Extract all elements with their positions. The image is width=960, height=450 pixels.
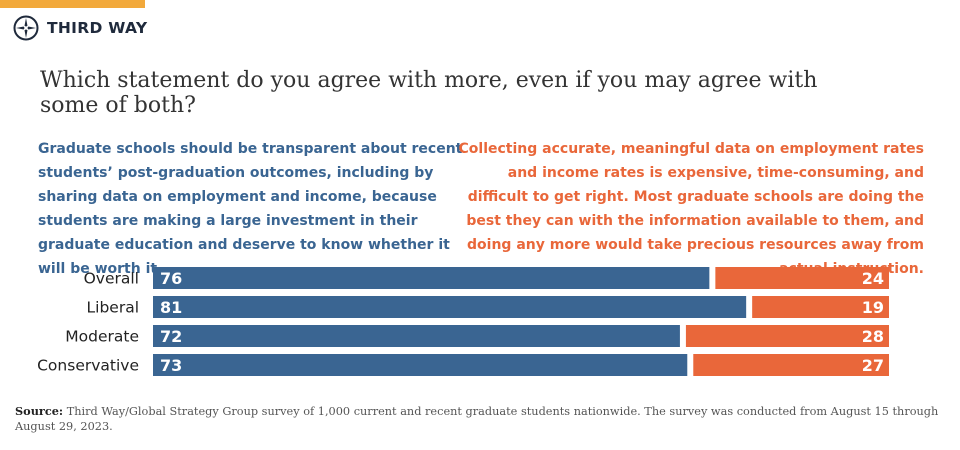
- value-label-transparency-moderate: 72: [160, 327, 182, 346]
- value-label-transparency-conservative: 73: [160, 356, 182, 375]
- value-label-cost-liberal: 19: [862, 298, 884, 317]
- bar-transparency-conservative: [153, 354, 688, 376]
- bar-cost-liberal: [752, 296, 889, 318]
- bar-transparency-liberal: [153, 296, 747, 318]
- source-note: Source: Third Way/Global Strategy Group …: [15, 404, 950, 434]
- value-label-cost-overall: 24: [862, 269, 884, 288]
- accent-bar: [0, 0, 145, 8]
- bar-cost-conservative: [693, 354, 889, 376]
- compass-star-icon: [13, 15, 39, 41]
- source-label: Source:: [15, 404, 64, 418]
- bar-transparency-overall: [153, 267, 710, 289]
- brand-name: THIRD WAY: [47, 19, 148, 37]
- statement-transparency: Graduate schools should be transparent a…: [38, 141, 463, 277]
- statement-cost: Collecting accurate, meaningful data on …: [458, 141, 924, 277]
- value-label-transparency-overall: 76: [160, 269, 182, 288]
- bar-cost-overall: [715, 267, 889, 289]
- value-label-cost-moderate: 28: [862, 327, 884, 346]
- source-text: Third Way/Global Strategy Group survey o…: [15, 405, 939, 433]
- category-label-overall: Overall: [84, 270, 139, 288]
- category-label-liberal: Liberal: [87, 299, 140, 317]
- bar-cost-moderate: [685, 325, 889, 347]
- bar-transparency-moderate: [153, 325, 680, 347]
- category-label-moderate: Moderate: [65, 328, 139, 346]
- category-label-conservative: Conservative: [37, 357, 139, 375]
- diverging-bar-chart: Overall 76 24 Liberal 81 19 Moderate 72 28 Conser…: [37, 267, 889, 376]
- value-label-cost-conservative: 27: [862, 356, 884, 375]
- chart-question: Which statement do you agree with more, …: [40, 68, 818, 118]
- value-label-transparency-liberal: 81: [160, 298, 182, 317]
- brand-logo[interactable]: THIRD WAY: [13, 13, 147, 43]
